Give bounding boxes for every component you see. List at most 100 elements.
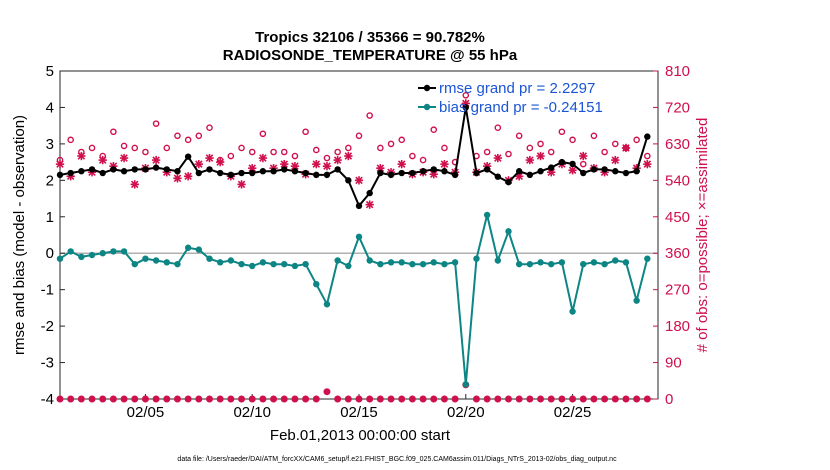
obs-assimilated-point — [621, 143, 631, 153]
obs-assimilated-point — [312, 159, 321, 169]
rmse-point — [419, 168, 427, 175]
obs-possible-point — [280, 148, 288, 156]
legend-bias-label: bias grand pr = -0.24151 — [439, 99, 603, 116]
bias-point — [313, 281, 320, 288]
obs-low-point — [67, 395, 75, 403]
bias-point — [99, 250, 106, 257]
rmse-point — [120, 168, 128, 175]
bias-point — [56, 255, 64, 262]
rmse-point — [451, 171, 459, 179]
rmse-point — [334, 166, 341, 173]
obs-low-point — [590, 395, 598, 403]
rmse-point — [313, 171, 320, 179]
rmse-point — [622, 169, 630, 177]
obs-assimilated-point — [536, 151, 545, 161]
obs-low-point — [141, 395, 149, 403]
obs-assimilated-point — [119, 153, 129, 163]
y-axis-right-label: # of obs: o=possible; ×=assimilated — [694, 118, 711, 353]
bias-point — [216, 259, 224, 266]
legend-rmse-label: rmse grand pr = 2.2297 — [439, 80, 595, 97]
x-tick-label: 02/25 — [554, 404, 592, 421]
obs-low-point — [451, 395, 459, 403]
rmse-point — [473, 169, 480, 177]
obs-low-point — [77, 395, 85, 403]
obs-low-point — [152, 395, 160, 403]
obs-possible-point — [291, 152, 299, 160]
obs-assimilated-point — [440, 159, 449, 169]
obs-low-point — [131, 395, 139, 403]
obs-assimilated-point — [365, 200, 374, 209]
bias-point — [601, 260, 608, 268]
rmse-point — [462, 104, 469, 111]
rmse-point — [548, 164, 555, 171]
obs-low-point — [195, 395, 203, 403]
obs-low-point — [56, 395, 64, 403]
bias-point — [334, 257, 341, 264]
rmse-point — [644, 133, 651, 140]
obs-assimilated-point — [643, 159, 652, 169]
bias-point — [195, 246, 203, 253]
bias-point — [355, 233, 363, 241]
obs-assimilated-point — [216, 157, 225, 167]
obs-possible-point — [323, 154, 331, 162]
obs-possible-point — [590, 132, 598, 140]
obs-possible-point — [462, 91, 470, 99]
bias-point — [409, 260, 416, 268]
rmse-point — [558, 158, 566, 166]
y-right-tick-label: 180 — [665, 318, 690, 335]
obs-assimilated-point — [579, 151, 588, 161]
obs-low-point — [206, 395, 213, 403]
obs-possible-point — [174, 132, 181, 140]
y-right-tick-label: 360 — [665, 245, 690, 262]
obs-low-point — [270, 395, 278, 403]
obs-possible-point — [366, 112, 373, 119]
obs-possible-point — [259, 130, 267, 138]
bias-point — [644, 255, 651, 262]
y-right-tick-label: 90 — [665, 355, 682, 372]
rmse-point — [569, 160, 576, 168]
obs-possible-point — [430, 126, 438, 134]
obs-assimilated-point — [333, 155, 342, 165]
legend: rmse grand pr = 2.2297 bias grand pr = -… — [418, 80, 603, 116]
rmse-point — [387, 171, 395, 179]
bias-point — [67, 248, 74, 255]
obs-possible-point — [163, 144, 171, 152]
obs-possible-point — [110, 128, 117, 136]
y-right-tick-label: 270 — [665, 282, 690, 299]
rmse-point — [99, 169, 106, 177]
rmse-point — [580, 169, 587, 177]
obs-low-point — [547, 395, 555, 403]
bias-point — [505, 228, 512, 235]
bias-point — [633, 297, 640, 304]
obs-assimilated-point — [397, 159, 406, 169]
obs-possible-point — [67, 136, 74, 144]
obs-possible-point — [515, 132, 523, 140]
rmse-point — [142, 166, 149, 173]
obs-low-point — [238, 395, 246, 403]
obs-assimilated-point — [194, 159, 203, 169]
obs-low-point — [601, 395, 609, 403]
obs-low-point — [622, 395, 630, 403]
bias-point — [569, 308, 576, 315]
rmse-point — [67, 169, 74, 177]
obs-low-point — [248, 395, 256, 403]
bias-point — [580, 260, 587, 268]
obs-low-point — [334, 395, 342, 403]
obs-low-point — [515, 395, 523, 403]
obs-possible-point — [644, 152, 651, 160]
obs-low-point — [355, 395, 363, 403]
legend-rmse-marker — [423, 84, 431, 92]
obs-assimilated-point — [55, 159, 65, 169]
obs-possible-point — [558, 128, 566, 136]
obs-possible-point — [142, 148, 149, 156]
obs-assimilated-point — [354, 176, 364, 185]
obs-low-point — [505, 395, 512, 403]
x-tick-label: 02/10 — [233, 404, 271, 421]
rmse-point — [249, 169, 256, 177]
obs-low-point — [344, 395, 352, 403]
obs-possible-point — [345, 144, 352, 152]
obs-possible-point — [526, 144, 534, 152]
obs-low-point — [227, 395, 235, 403]
obs-assimilated-point — [98, 155, 107, 165]
obs-low-point — [216, 395, 224, 403]
